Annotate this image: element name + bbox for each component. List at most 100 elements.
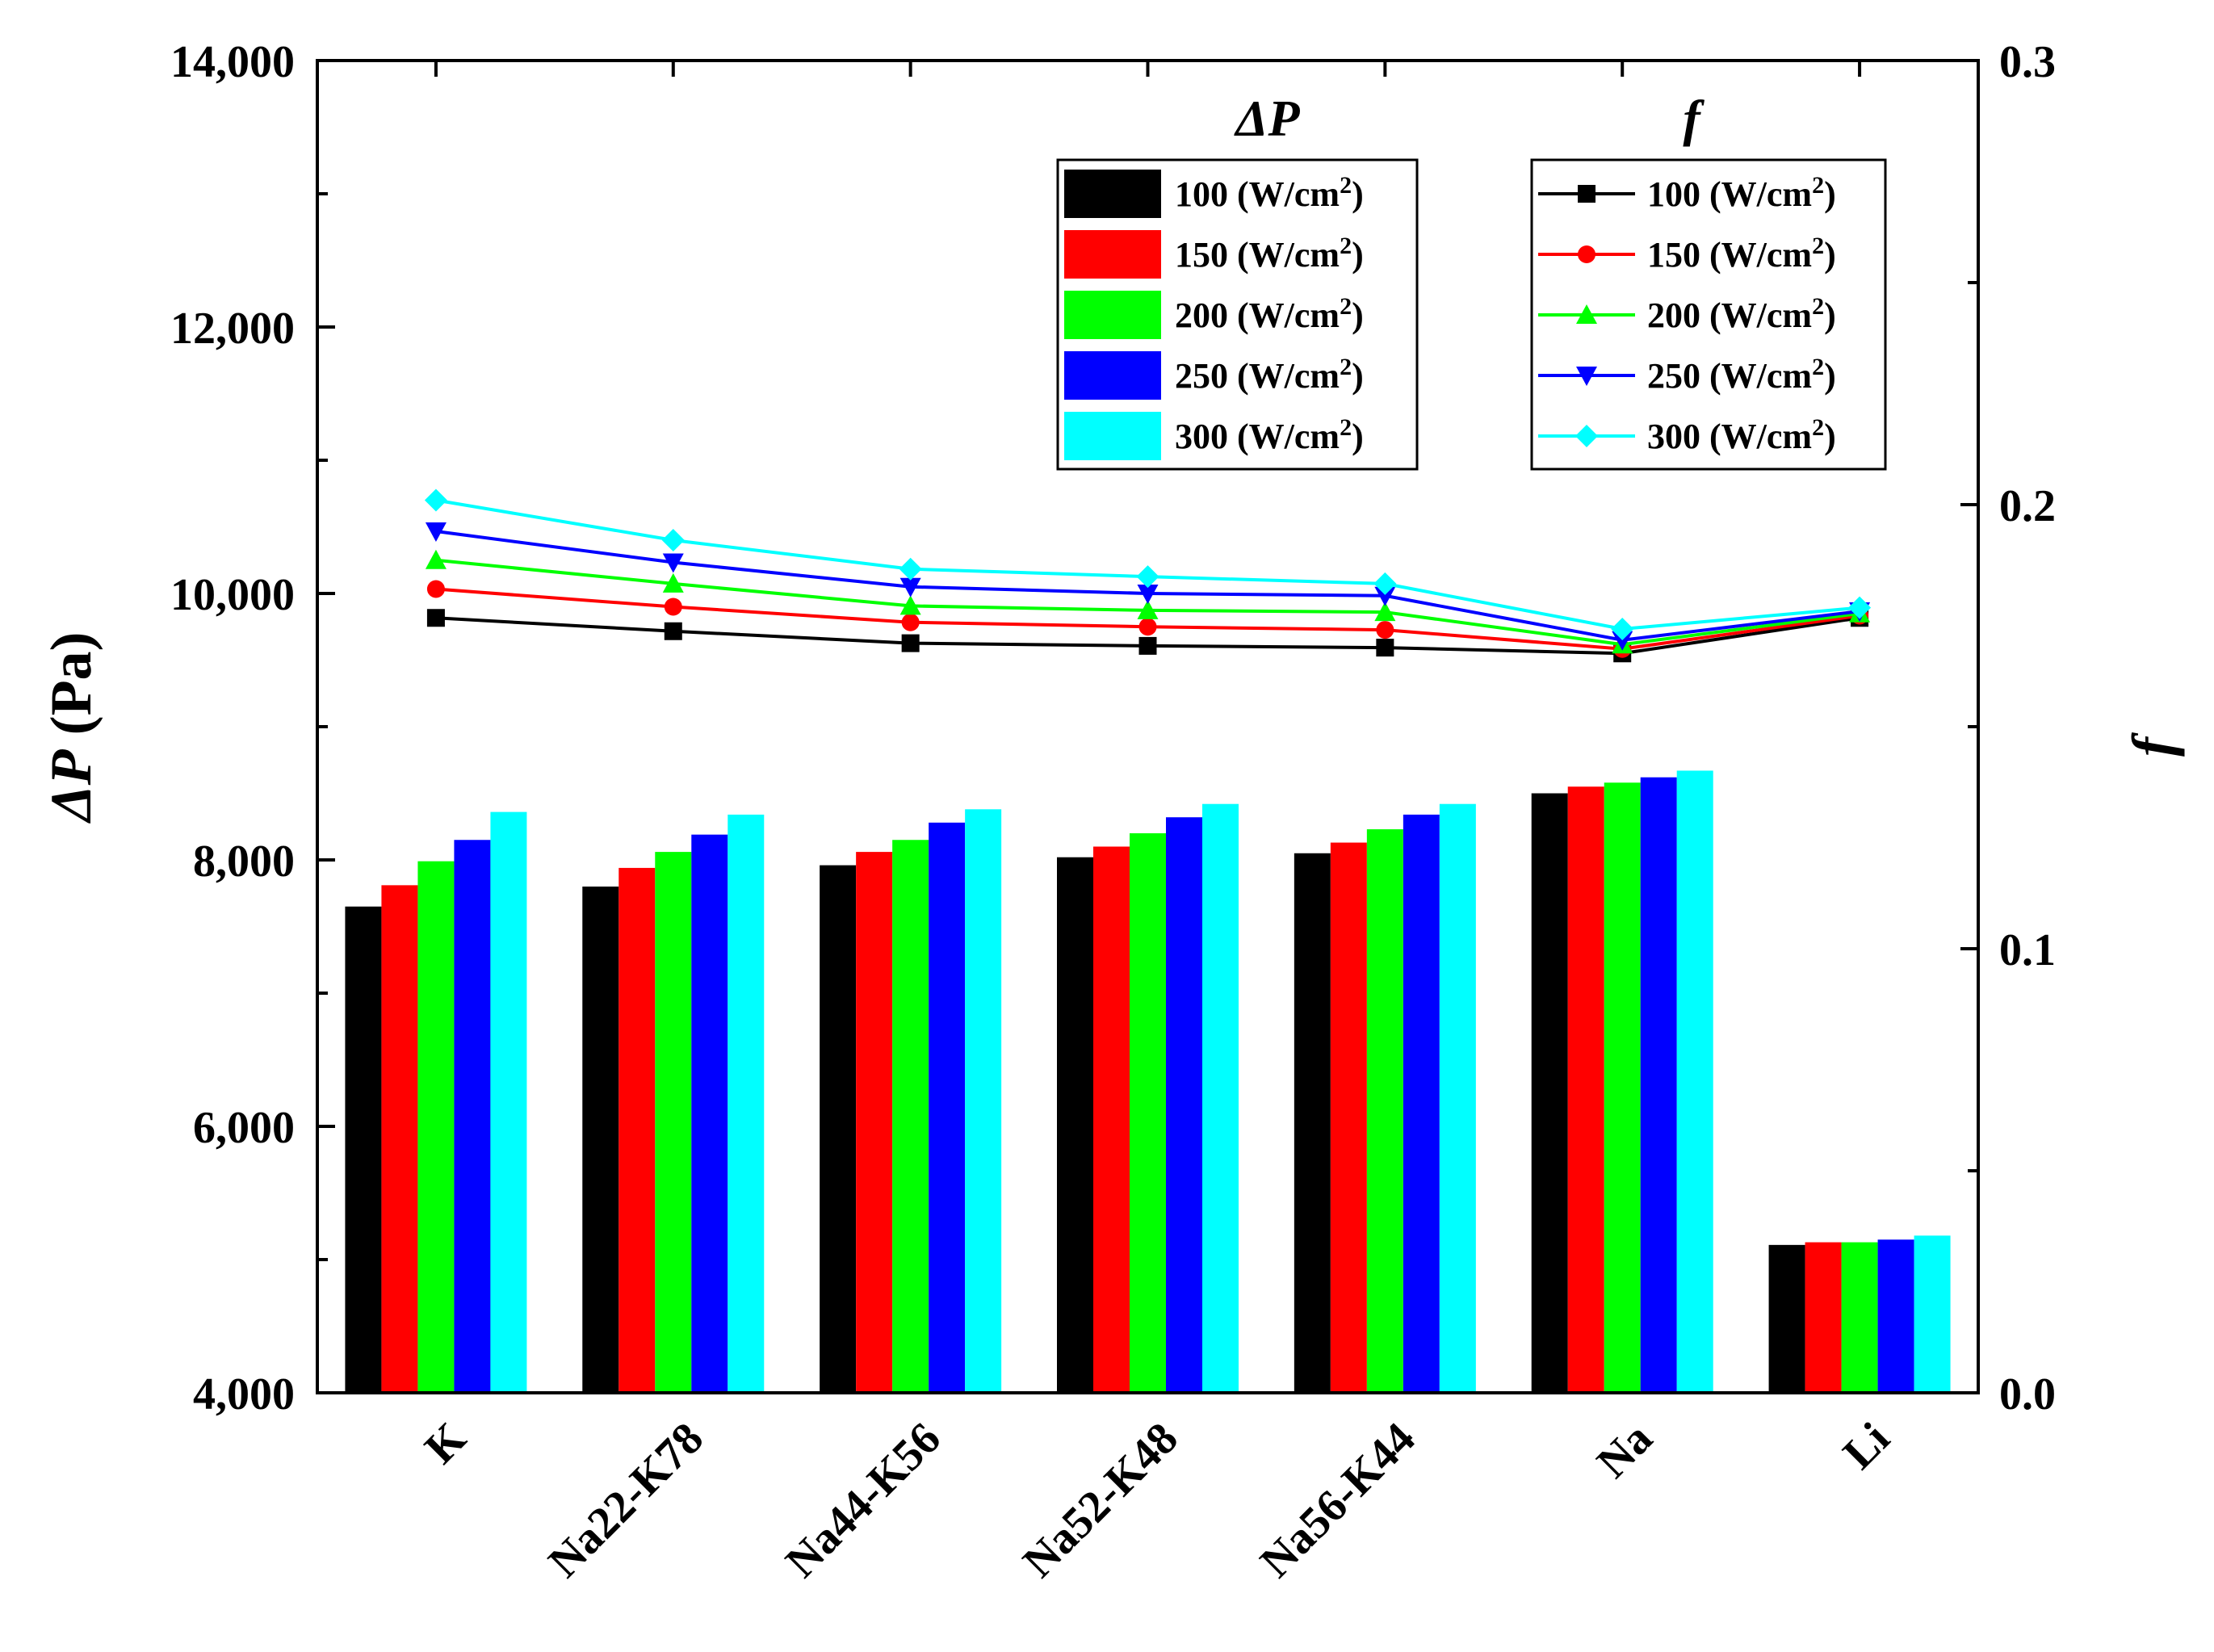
- bar: [1202, 803, 1239, 1393]
- data-point: [1374, 586, 1396, 606]
- data-point: [1137, 585, 1159, 604]
- bar: [1439, 803, 1476, 1393]
- bar: [1914, 1235, 1951, 1393]
- legend-label: 100 (W/cm2): [1175, 172, 1364, 214]
- bar: [1166, 817, 1202, 1393]
- x-tick-label: Li: [1834, 1413, 1899, 1478]
- bar: [1604, 782, 1641, 1393]
- bar: [1130, 833, 1166, 1393]
- data-point: [662, 572, 684, 593]
- legend-label: 250 (W/cm2): [1175, 354, 1364, 396]
- legend-label-base: 150 (W/cm: [1647, 235, 1812, 275]
- data-point: [1137, 599, 1159, 619]
- data-point: [1374, 602, 1396, 622]
- legend-label-base: 100 (W/cm: [1175, 174, 1340, 214]
- y2-tick-label: 0.0: [1999, 1369, 2056, 1419]
- legend-title-lines: f: [1683, 90, 1705, 147]
- legend-label-close: ): [1824, 174, 1836, 214]
- data-point: [899, 557, 922, 581]
- bar: [454, 840, 491, 1393]
- data-point: [664, 597, 682, 616]
- data-point: [661, 529, 685, 551]
- y-tick-label: 10,000: [170, 570, 295, 620]
- bar: [1366, 829, 1403, 1393]
- legend-label: 200 (W/cm2): [1175, 293, 1364, 335]
- data-point: [1376, 639, 1394, 657]
- legend-label-close: ): [1352, 356, 1364, 396]
- bar: [1057, 857, 1093, 1393]
- bar: [1640, 777, 1677, 1393]
- bar: [345, 906, 382, 1393]
- y2-axis-title: f: [2120, 732, 2185, 757]
- bar: [929, 822, 966, 1393]
- legend-label-sup: 2: [1340, 172, 1352, 199]
- bar: [381, 885, 418, 1393]
- legend-label-close: ): [1824, 235, 1836, 275]
- legend-label: 300 (W/cm2): [1647, 414, 1836, 456]
- legend-label-sup: 2: [1812, 233, 1824, 259]
- legend-label-base: 250 (W/cm: [1175, 356, 1340, 396]
- data-point: [424, 488, 447, 512]
- bar: [856, 852, 893, 1393]
- legend-label-sup: 2: [1812, 354, 1824, 380]
- legend-label-close: ): [1824, 296, 1836, 335]
- bar: [1841, 1242, 1878, 1393]
- legend-label-base: 100 (W/cm: [1647, 174, 1812, 214]
- bar: [691, 834, 728, 1393]
- data-point: [426, 609, 445, 627]
- data-point: [901, 634, 920, 652]
- data-point: [901, 613, 920, 631]
- data-point: [425, 522, 447, 542]
- y-tick-label: 6,000: [193, 1103, 295, 1153]
- data-point: [1138, 636, 1157, 655]
- data-point: [1578, 185, 1596, 203]
- legend-title-bars: ΔP: [1233, 90, 1300, 147]
- y2-tick-label: 0.1: [1999, 925, 2056, 975]
- legend-swatch: [1064, 291, 1161, 339]
- data-point: [1612, 631, 1633, 651]
- data-point: [664, 622, 682, 640]
- data-point: [1578, 245, 1596, 263]
- bar: [728, 814, 765, 1393]
- legend-label-base: 300 (W/cm: [1175, 417, 1340, 456]
- x-tick-label: Na56-K44: [1251, 1413, 1424, 1587]
- legend-label-close: ): [1824, 356, 1836, 396]
- bar: [1877, 1239, 1914, 1393]
- bar: [820, 865, 857, 1393]
- data-point: [425, 549, 447, 569]
- x-tick-label: Na22-K78: [539, 1413, 713, 1587]
- legend-label-sup: 2: [1340, 233, 1352, 259]
- y-axis-title-unit: (Pa): [39, 631, 103, 735]
- x-tick-label: Na44-K56: [776, 1413, 950, 1587]
- legend-label-base: 150 (W/cm: [1175, 235, 1340, 275]
- data-point: [426, 580, 445, 598]
- legend-label-base: 200 (W/cm: [1175, 296, 1340, 335]
- legend-swatch: [1064, 412, 1161, 460]
- y-tick-label: 8,000: [193, 836, 295, 887]
- bar-marks: [345, 770, 1951, 1393]
- legend-label-sup: 2: [1340, 354, 1352, 380]
- bar: [1567, 786, 1604, 1393]
- data-point: [1576, 304, 1597, 324]
- legend-label: 100 (W/cm2): [1647, 172, 1836, 214]
- bar: [417, 861, 455, 1393]
- legend-label-close: ): [1352, 296, 1364, 335]
- legend-label-sup: 2: [1812, 172, 1824, 199]
- data-point: [1373, 572, 1397, 595]
- data-point: [1611, 618, 1634, 640]
- y-axis-title-symbol: ΔP: [39, 748, 103, 824]
- data-point: [1136, 565, 1159, 589]
- y-axis-title: ΔP (Pa): [39, 631, 103, 824]
- legend-label: 150 (W/cm2): [1175, 233, 1364, 275]
- bar: [965, 809, 1002, 1393]
- bar: [490, 811, 527, 1393]
- legend-label-base: 250 (W/cm: [1647, 356, 1812, 396]
- x-tick-label: K: [415, 1413, 476, 1474]
- legend-label-close: ): [1824, 417, 1836, 456]
- bar: [1768, 1244, 1805, 1393]
- y-tick-label: 12,000: [170, 304, 295, 354]
- y2-tick-label: 0.3: [1999, 37, 2056, 87]
- legend-swatch: [1064, 230, 1161, 279]
